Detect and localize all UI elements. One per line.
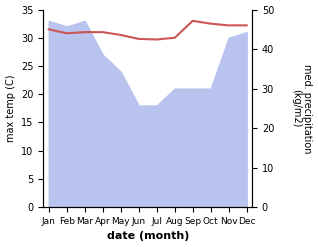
X-axis label: date (month): date (month) xyxy=(107,231,189,242)
Y-axis label: med. precipitation
(kg/m2): med. precipitation (kg/m2) xyxy=(291,64,313,153)
Y-axis label: max temp (C): max temp (C) xyxy=(5,75,16,142)
